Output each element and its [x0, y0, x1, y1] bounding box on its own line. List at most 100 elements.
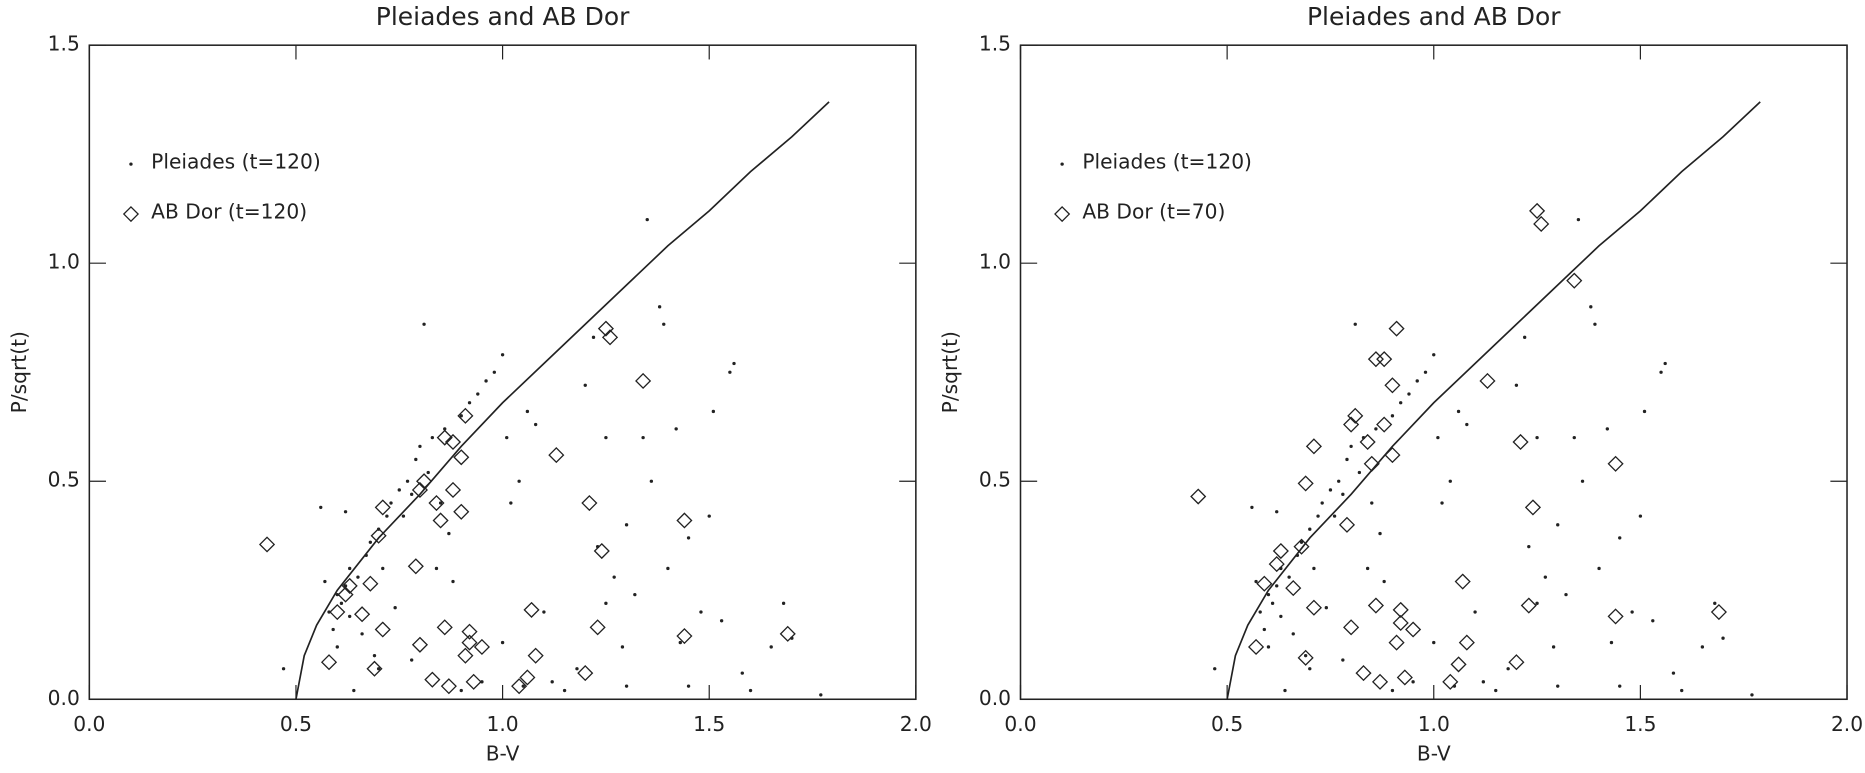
dot-point	[517, 479, 521, 483]
diamond-point	[1272, 542, 1289, 560]
diamond-point	[1607, 608, 1624, 625]
diamond-point	[1533, 215, 1550, 233]
dot-point	[1556, 523, 1560, 527]
dot-point	[1663, 361, 1667, 366]
dot-point	[1564, 592, 1568, 597]
diamond-point	[1371, 673, 1389, 690]
diamond-point	[440, 678, 457, 695]
diamond-point	[1710, 603, 1727, 621]
dot-point	[459, 688, 463, 693]
diamond-point	[473, 638, 490, 656]
model-curve	[1226, 101, 1761, 700]
x-tick-label: 0.0	[1004, 712, 1036, 736]
dot-point	[438, 501, 443, 505]
dot-point	[1341, 492, 1345, 496]
y-axis-label: P/sqrt(t)	[938, 331, 962, 413]
dot-point	[376, 667, 381, 671]
dot-point	[1750, 693, 1754, 697]
dot-point	[1448, 479, 1452, 483]
dot-point	[1266, 645, 1271, 649]
legend-label: AB Dor (t=120)	[151, 199, 307, 223]
dot-point	[719, 619, 724, 623]
x-tick-label: 2.0	[1831, 712, 1863, 736]
x-tick-label: 0.0	[73, 712, 105, 736]
diamond-point	[374, 499, 391, 516]
diamond-point	[1392, 601, 1409, 618]
diamond-point	[258, 536, 276, 553]
y-tick-label: 1.5	[48, 32, 80, 56]
dot-point	[484, 379, 488, 383]
x-axis-label: B-V	[486, 742, 520, 766]
dot-point	[707, 514, 711, 518]
diamond-point	[436, 619, 453, 636]
dot-point	[1535, 435, 1539, 440]
dot-point	[678, 640, 682, 645]
diamond-point	[1442, 673, 1459, 690]
dot-point	[612, 575, 616, 579]
dot-point	[575, 667, 579, 671]
dot-point	[740, 671, 744, 675]
dot-point	[352, 688, 356, 693]
diamond-point	[1305, 438, 1322, 455]
dot-point	[1328, 488, 1333, 492]
dot-point	[1456, 409, 1461, 414]
dot-point	[1341, 658, 1345, 662]
dot-point	[550, 680, 554, 684]
dot-point	[348, 614, 352, 619]
diamond-point	[1458, 634, 1475, 651]
dot-point	[467, 401, 472, 405]
dot-point	[129, 162, 133, 166]
dot-point	[591, 335, 596, 340]
dot-point	[1721, 636, 1725, 640]
diamond-point	[676, 627, 693, 645]
dot-point	[459, 414, 463, 418]
dot-point	[476, 392, 480, 396]
diamond-point	[1293, 538, 1310, 555]
dot-point	[1659, 370, 1663, 374]
dot-point	[348, 566, 352, 571]
dot-point	[674, 427, 678, 431]
dot-point	[372, 653, 377, 658]
dot-point	[533, 422, 538, 427]
diamond-point	[461, 634, 478, 651]
diamond-point	[1367, 351, 1384, 368]
dot-point	[1349, 444, 1353, 449]
plot-frame	[88, 44, 917, 701]
y-tick-label: 1.0	[979, 250, 1011, 274]
diamond-point	[1367, 597, 1384, 614]
diamond-point	[597, 320, 614, 337]
dot-point	[339, 601, 344, 606]
plot-frame	[1019, 44, 1848, 701]
dot-point	[1609, 640, 1614, 645]
diamond-point	[1508, 654, 1525, 671]
dot-point	[1432, 640, 1436, 645]
dot-point	[521, 684, 525, 688]
dot-point	[1527, 544, 1531, 549]
dot-point	[434, 566, 439, 571]
dot-point	[500, 640, 505, 645]
diamond-point	[1450, 656, 1467, 673]
dot-point	[281, 667, 286, 671]
dot-point	[1337, 479, 1341, 483]
diamond-point	[511, 678, 528, 695]
dot-point	[319, 505, 323, 510]
dot-point	[509, 501, 513, 505]
diamond-point	[1297, 475, 1314, 492]
panel: Pleiades and AB Dor B-V P/sqrt(t) 0.0 0.5 1.0…	[938, 2, 1863, 766]
diamond-point	[1305, 599, 1322, 616]
dot-point	[1283, 688, 1287, 693]
dot-point	[430, 435, 435, 440]
diamond-point	[577, 665, 594, 682]
dot-point	[356, 575, 360, 579]
diamond-point	[366, 660, 383, 677]
dot-point	[1597, 566, 1601, 571]
dot-point	[1506, 667, 1510, 671]
dot-point	[1365, 566, 1370, 571]
dot-point	[604, 601, 608, 606]
y-axis-label: P/sqrt(t)	[7, 331, 31, 413]
diamond-point	[453, 503, 470, 520]
dot-point	[397, 488, 401, 492]
dot-point	[368, 540, 373, 544]
diamond-point	[428, 494, 445, 512]
